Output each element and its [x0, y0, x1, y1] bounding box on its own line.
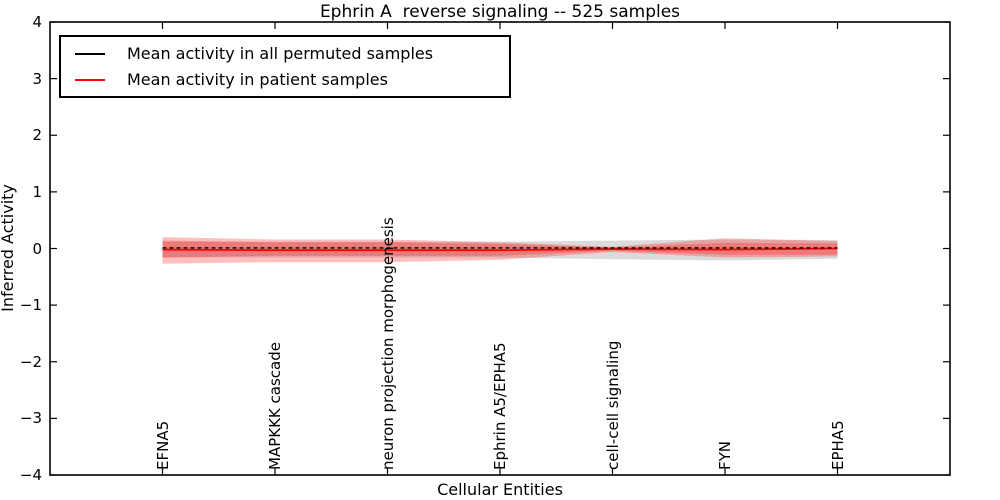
legend-entry: Mean activity in all permuted samples — [61, 44, 509, 63]
y-tick-label: 2 — [32, 126, 42, 145]
x-tick-label: neuron projection morphogenesis — [378, 217, 397, 470]
x-tick-label: FYN — [716, 440, 734, 470]
x-tick-label: Ephrin A5/EPHA5 — [491, 342, 509, 470]
y-tick-label: 0 — [32, 239, 42, 258]
y-tick-label: 3 — [32, 69, 42, 88]
legend-line-swatch — [75, 52, 105, 55]
x-tick-label: EFNA5 — [153, 420, 172, 470]
legend-line-swatch — [75, 78, 105, 81]
y-tick-label: −3 — [19, 409, 42, 428]
chart-title: Ephrin A reverse signaling -- 525 sample… — [319, 2, 681, 22]
legend-label: Mean activity in all permuted samples — [127, 44, 434, 63]
y-tick-label: 4 — [32, 13, 42, 31]
x-tick-label: EPHA5 — [828, 420, 847, 470]
y-tick-label: −4 — [19, 466, 42, 484]
y-tick-label: −2 — [19, 352, 42, 371]
x-axis-label: Cellular Entities — [437, 480, 563, 499]
y-tick-label: −1 — [19, 296, 42, 315]
band-patient-samples-range-inner — [162, 240, 838, 258]
x-tick-label: MAPKKK cascade — [266, 342, 284, 470]
x-tick-label: cell-cell signaling — [603, 340, 622, 470]
legend: Mean activity in all permuted samples Mea… — [59, 35, 511, 98]
y-tick-label: 1 — [32, 182, 42, 201]
legend-entry: Mean activity in patient samples — [61, 70, 509, 89]
legend-label: Mean activity in patient samples — [127, 70, 388, 89]
series-line — [162, 247, 838, 252]
